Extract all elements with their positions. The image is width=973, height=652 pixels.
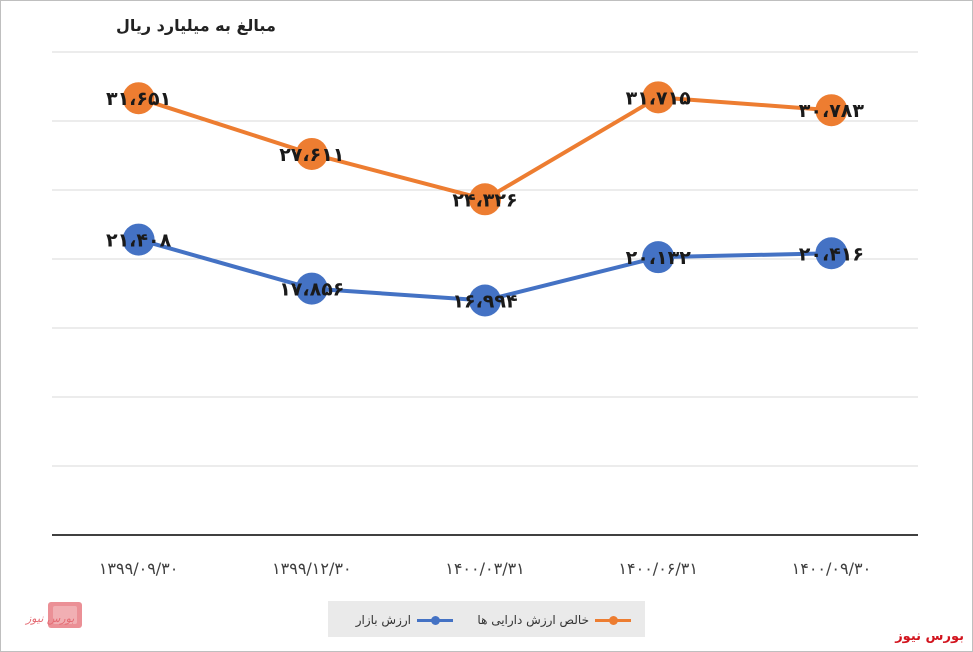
legend: خالص ارزش دارایی ها ارزش بازار [328,601,645,637]
legend-swatch-orange [595,615,631,625]
data-label: ۱۷،۸۵۶ [279,279,344,301]
data-point [469,284,501,317]
data-point [815,94,848,127]
legend-label-net-asset-value: خالص ارزش دارایی ها [477,613,589,627]
logo-mark-inner [53,606,77,624]
x-tick-label: ۱۴۰۰/۰۶/۳۱ [618,559,698,578]
x-tick-label: ۱۳۹۹/۰۹/۳۰ [99,559,179,578]
data-label: ۲۴،۳۲۶ [452,189,517,211]
data-label: ۳۱،۶۵۱ [106,88,171,110]
data-point [642,81,675,114]
data-point [642,241,675,274]
data-point [469,183,501,216]
unit-label: مبالغ به میلیارد ریال [116,16,276,35]
data-label: ۱۶،۹۹۴ [452,290,517,312]
data-label: ۲۰،۴۱۶ [799,243,864,265]
data-point [295,272,328,305]
legend-item-net-asset-value: خالص ارزش دارایی ها [477,612,631,628]
logo-text: بورس نیوز [24,612,74,625]
data-label: ۲۷،۶۱۱ [279,144,344,166]
line-chart: ۱۳۹۹/۰۹/۳۰ ۱۳۹۹/۱۲/۳۰ ۱۴۰۰/۰۳/۳۱ ۱۴۰۰/۰۶/۳۱… [52,51,918,578]
data-label: ۳۱،۷۱۵ [626,87,692,109]
x-tick-label: ۱۴۰۰/۰۳/۳۱ [445,559,525,578]
legend-item-market-value: ارزش بازار [356,612,453,628]
data-point [122,223,155,256]
legend-swatch-blue [417,615,453,625]
x-tick-label: ۱۳۹۹/۱۲/۳۰ [272,559,352,578]
boursenews-logo: بورس نیوز [24,602,82,628]
legend-label-market-value: ارزش بازار [355,613,411,627]
data-point [815,237,848,270]
data-label: ۲۰،۱۳۲ [626,247,692,269]
x-tick-label: ۱۴۰۰/۰۹/۳۰ [792,559,872,578]
data-label: ۲۱،۴۰۸ [106,230,172,252]
brand-name: بورس نیوز [895,629,964,644]
data-point [122,82,155,115]
data-label: ۳۰،۷۸۳ [799,100,865,122]
data-point [295,137,328,170]
